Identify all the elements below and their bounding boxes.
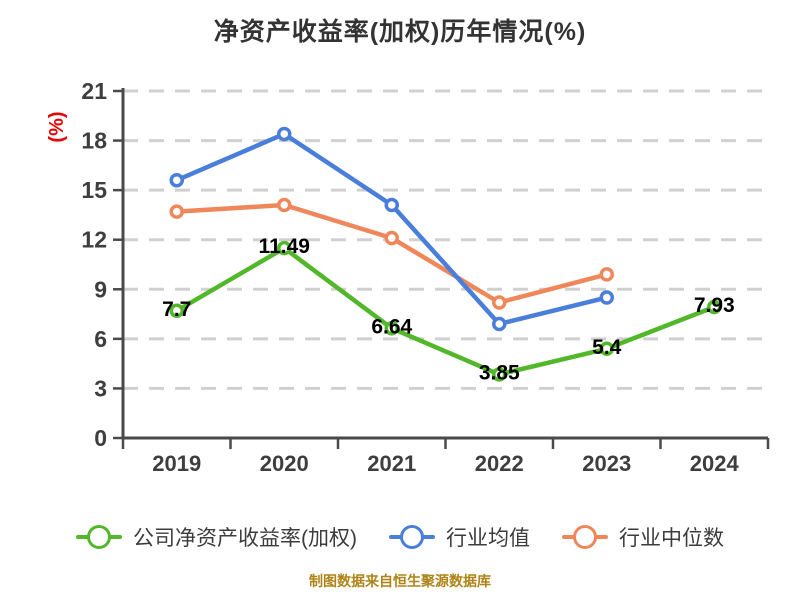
roe-line-chart: 0 3 6 9 12 15 18 21 2019 2020 2021 2022 2023 2024 (%) 7…: [46, 78, 770, 476]
chart-legend: 公司净资产收益率(加权) 行业均值 行业中位数: [0, 518, 800, 556]
data-point-marker: [599, 290, 614, 305]
data-point-marker: [707, 299, 722, 315]
legend-label-company: 公司净资产收益率(加权): [133, 527, 357, 550]
data-point-label: 11.49: [259, 235, 310, 258]
data-point-label: 3.85: [479, 361, 520, 384]
y-tick-label: 6: [94, 326, 107, 352]
legend-label-industry-mean: 行业均值: [446, 527, 530, 550]
data-point-marker: [169, 303, 184, 319]
y-tick-label: 3: [94, 375, 107, 401]
series-line-1: [174, 131, 609, 327]
data-point-marker: [277, 240, 292, 256]
data-point-marker: [384, 230, 399, 246]
data-point-label: 6.64: [371, 315, 412, 338]
y-tick-label: 0: [94, 425, 107, 451]
y-tick-label: 12: [81, 227, 107, 253]
y-tick-label: 15: [81, 177, 107, 203]
y-tick-label: 9: [94, 276, 107, 302]
chart-title: 净资产收益率(加权)历年情况(%): [213, 18, 587, 46]
legend-marker-industry-median-icon: [562, 524, 608, 550]
y-tick-label: 18: [81, 128, 107, 154]
legend-item-industry-mean[interactable]: 行业均值: [389, 522, 530, 552]
data-point-marker: [599, 341, 614, 357]
data-source-note: 制图数据来自恒生聚源数据库: [309, 573, 491, 589]
legend-label-industry-median: 行业中位数: [619, 527, 724, 550]
x-tick-label: 2021: [367, 451, 416, 476]
y-axis-label: (%): [46, 111, 68, 142]
data-point-marker: [169, 204, 184, 219]
data-point-label: 7.93: [694, 294, 735, 317]
legend-item-industry-median[interactable]: 行业中位数: [562, 522, 724, 552]
x-tick-label: 2019: [152, 451, 201, 476]
data-point-marker: [277, 197, 292, 213]
data-point-marker: [384, 197, 399, 213]
data-point-label: 7.7: [162, 298, 191, 321]
y-tick-label: 21: [81, 78, 107, 104]
series-line-0: [174, 245, 717, 377]
x-tick-label: 2020: [260, 451, 309, 476]
data-point-marker: [384, 321, 399, 336]
x-tick-label: 2022: [475, 451, 524, 476]
x-tick-label: 2024: [690, 451, 740, 476]
legend-item-company[interactable]: 公司净资产收益率(加权): [76, 522, 357, 552]
data-point-marker: [169, 172, 184, 188]
data-point-marker: [492, 316, 507, 332]
data-point-marker: [277, 126, 292, 142]
legend-marker-industry-mean-icon: [389, 524, 435, 550]
data-point-marker: [492, 367, 507, 382]
data-point-marker: [492, 295, 507, 310]
legend-marker-company-icon: [76, 524, 122, 550]
data-point-label: 5.4: [592, 336, 622, 359]
x-tick-label: 2023: [582, 451, 631, 476]
data-point-marker: [599, 267, 614, 282]
